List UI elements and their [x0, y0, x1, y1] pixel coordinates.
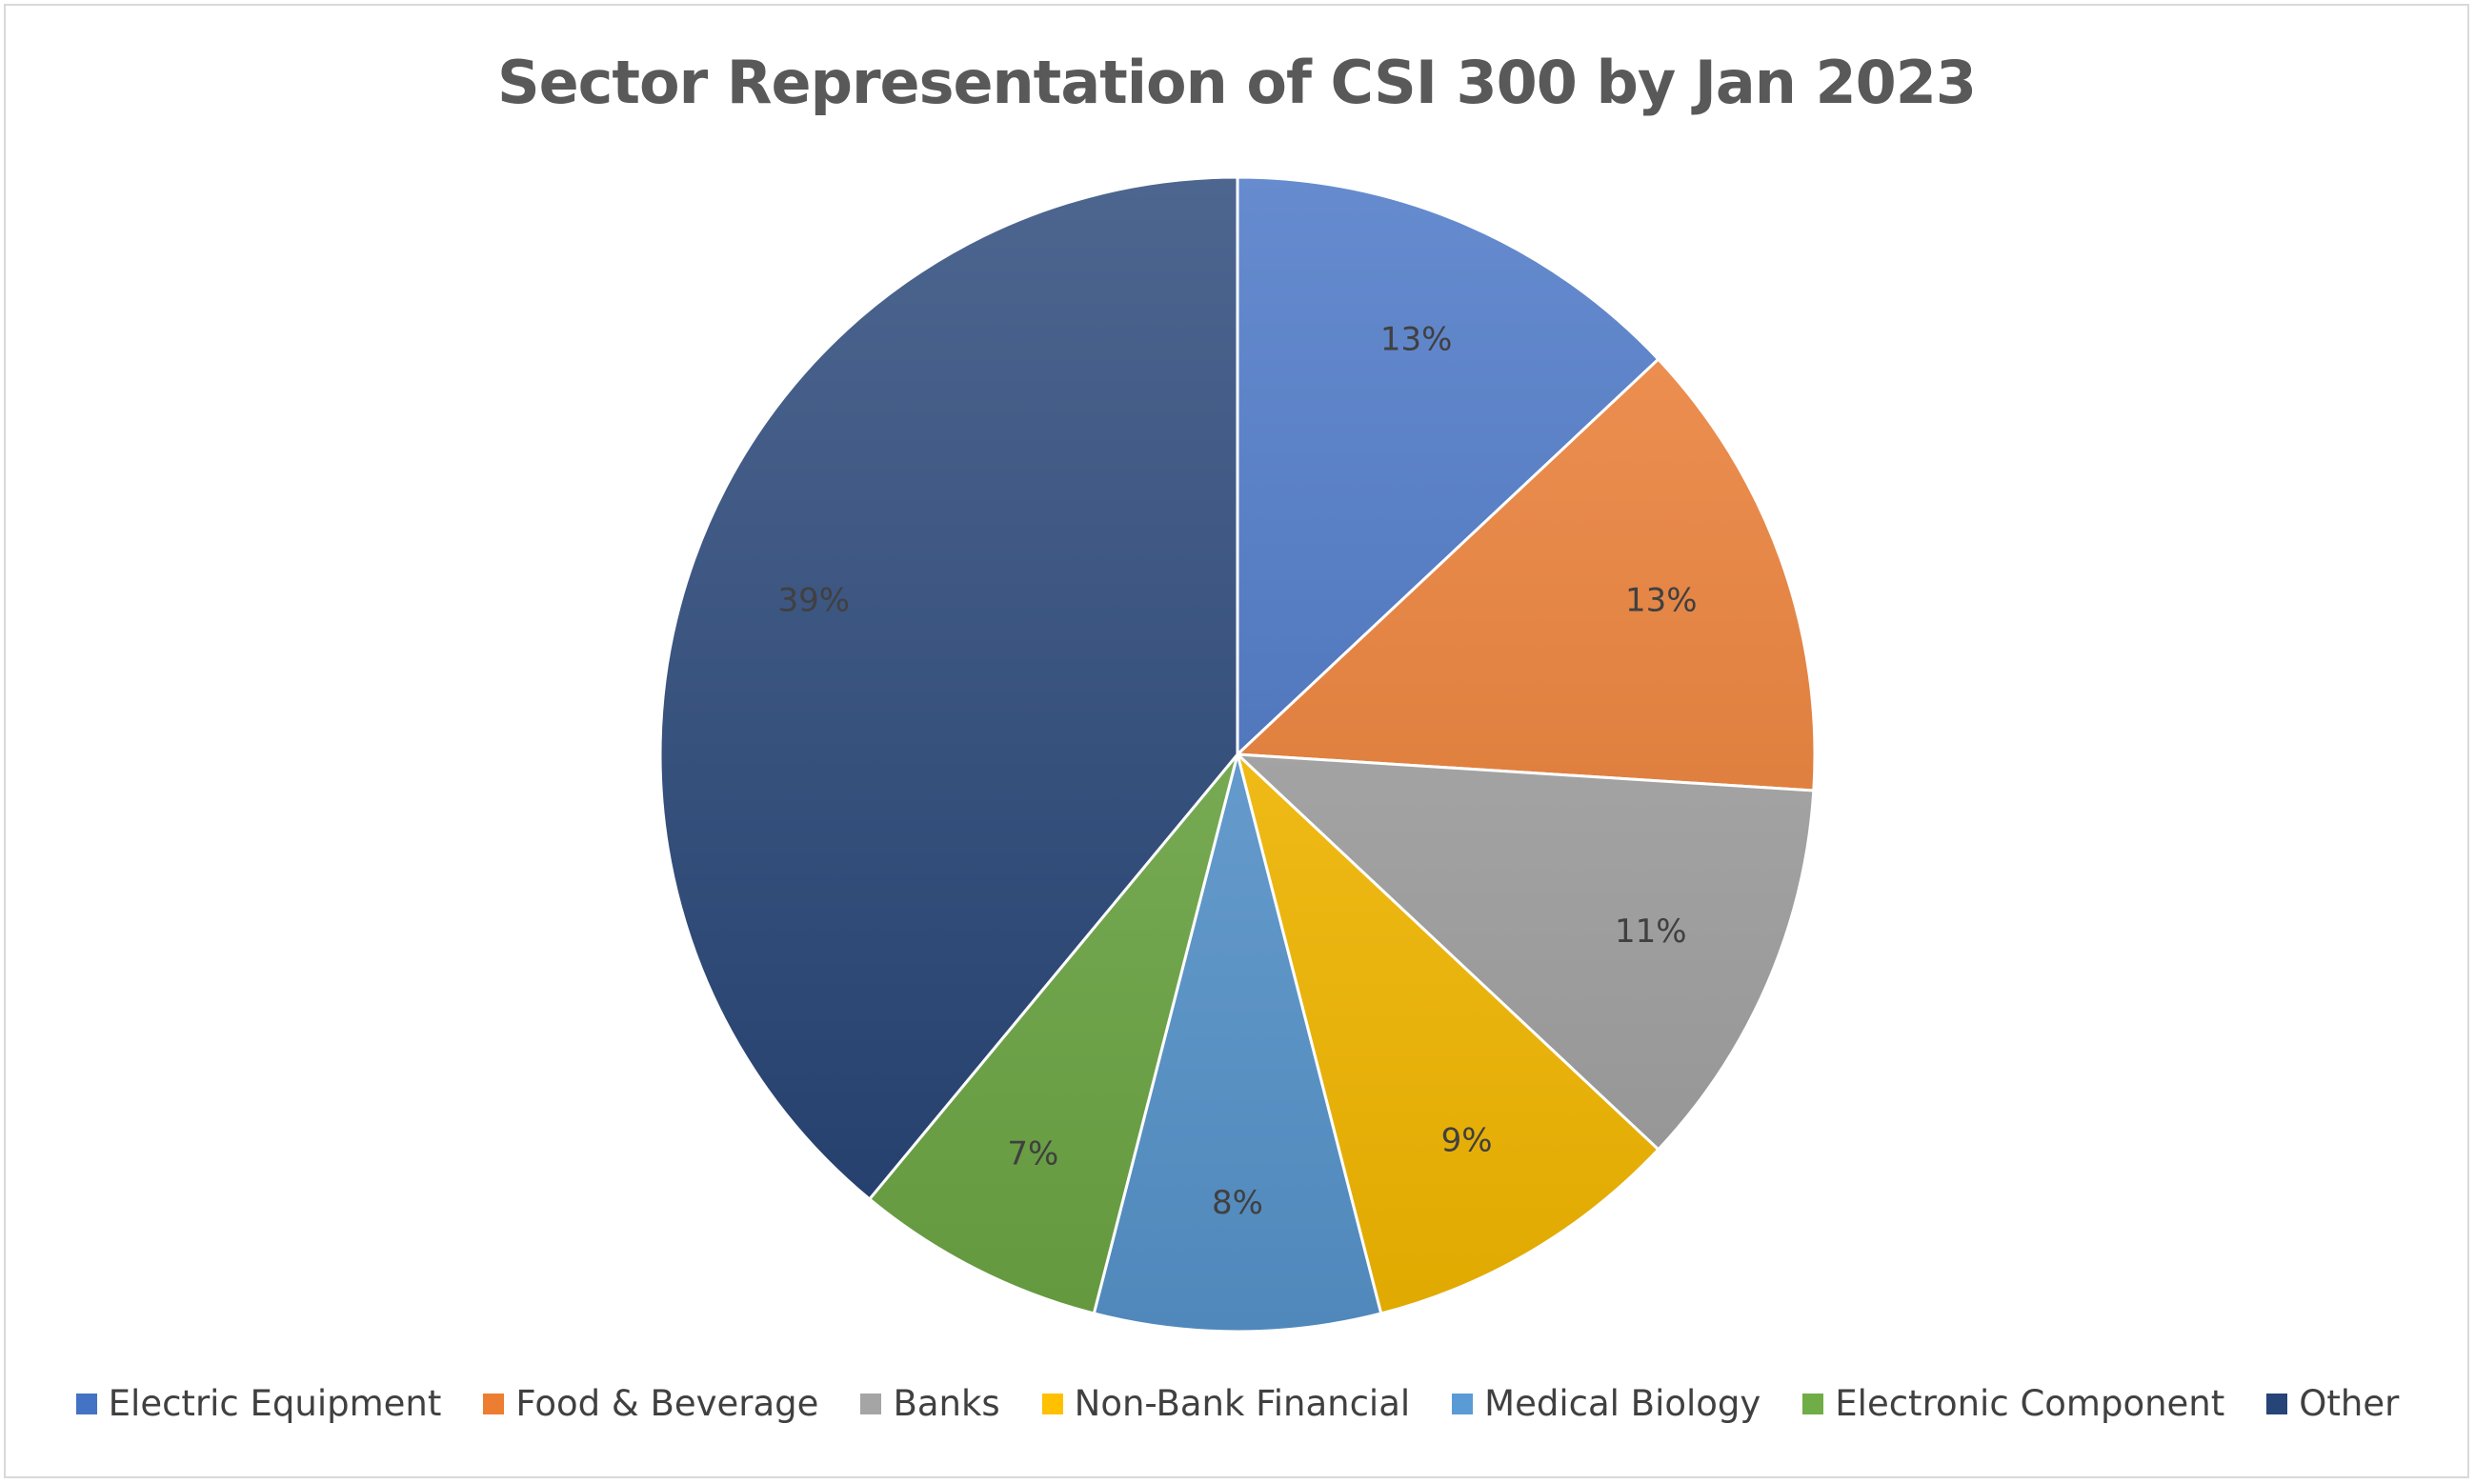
- data-label-food-and-beverage: 13%: [1625, 581, 1698, 619]
- pie-slice-food-and-beverage: [1234, 357, 1817, 792]
- pie-slice-other: [658, 175, 1239, 1202]
- legend-swatch: [1041, 1393, 1063, 1414]
- legend-item-electronic-component: Electronic Component: [1802, 1383, 2224, 1424]
- data-label-medical-biology: 8%: [1212, 1184, 1263, 1222]
- pie-slice-non-bank-financial: [1235, 750, 1660, 1315]
- pie-slice-banks: [1233, 752, 1816, 1152]
- legend-swatch: [860, 1393, 882, 1414]
- pie-slices: [658, 175, 1817, 1334]
- legend-swatch: [483, 1393, 505, 1414]
- legend-swatch: [75, 1393, 97, 1414]
- legend-label: Non-Bank Financial: [1074, 1383, 1411, 1424]
- pie-slice-electronic-component: [867, 753, 1239, 1315]
- legend-item-banks: Banks: [860, 1383, 1000, 1424]
- data-label-non-bank-financial: 9%: [1441, 1121, 1493, 1159]
- data-label-electric-equipment: 13%: [1380, 321, 1453, 359]
- data-label-other: 39%: [777, 581, 850, 619]
- legend-swatch: [1802, 1393, 1824, 1414]
- legend-swatch: [2266, 1393, 2288, 1414]
- legend-item-electric-equipment: Electric Equipment: [75, 1383, 442, 1424]
- legend-item-medical-biology: Medical Biology: [1452, 1383, 1761, 1424]
- legend-label: Electric Equipment: [108, 1383, 442, 1424]
- pie-data-labels: 13% 13% 11% 9% 8% 7% 39%: [777, 321, 1697, 1222]
- pie-slice-electric-equipment: [1236, 175, 1660, 758]
- legend-label: Electronic Component: [1835, 1383, 2225, 1424]
- legend-label: Banks: [893, 1383, 1000, 1424]
- legend: Electric Equipment Food & Beverage Banks No…: [0, 1383, 2475, 1424]
- pie-slice-medical-biology: [1092, 753, 1383, 1334]
- legend-item-food-and-beverage: Food & Beverage: [483, 1383, 818, 1424]
- legend-item-other: Other: [2266, 1383, 2399, 1424]
- data-label-banks: 11%: [1615, 912, 1687, 951]
- legend-label: Medical Biology: [1484, 1383, 1761, 1424]
- legend-label: Other: [2299, 1383, 2400, 1424]
- legend-swatch: [1452, 1393, 1474, 1414]
- legend-item-non-bank-financial: Non-Bank Financial: [1041, 1383, 1411, 1424]
- legend-label: Food & Beverage: [515, 1383, 819, 1424]
- data-label-electronic-component: 7%: [1007, 1135, 1058, 1173]
- chart-title: Sector Representation of CSI 300 by Jan …: [496, 48, 1977, 117]
